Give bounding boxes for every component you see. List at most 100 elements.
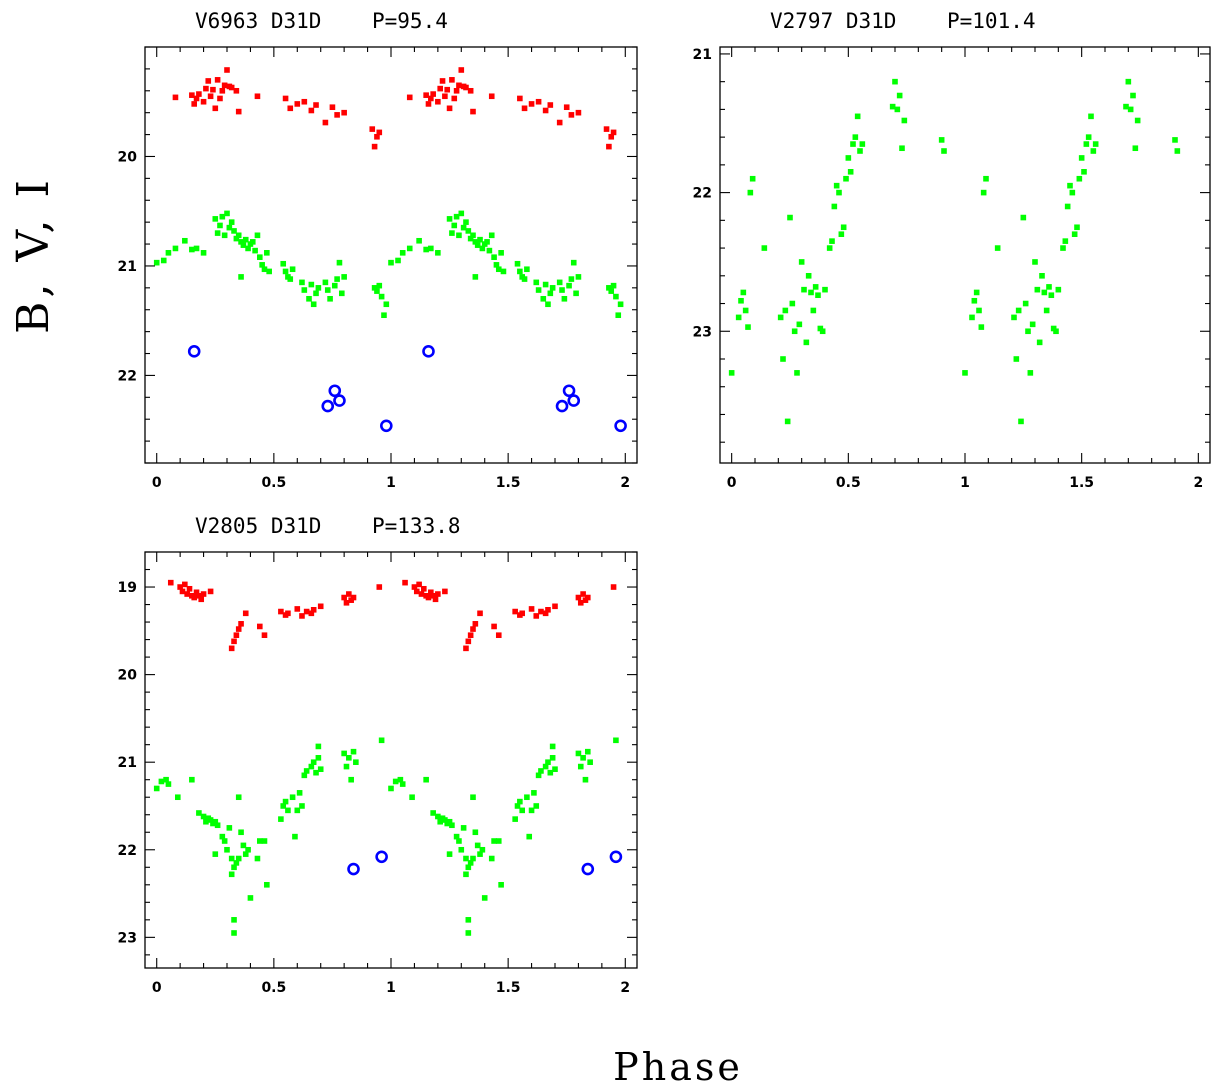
v-band-point <box>587 759 593 765</box>
v-band-point <box>491 838 497 844</box>
data-points <box>153 67 627 433</box>
v-band-point <box>789 300 796 307</box>
i-band-point <box>413 588 420 595</box>
v-band-point <box>580 755 586 761</box>
v-band-point <box>847 169 854 175</box>
v-band-point <box>339 290 345 297</box>
v-band-point <box>615 312 622 319</box>
x-tick-label: 1.5 <box>496 475 521 491</box>
i-band-point <box>282 95 289 102</box>
i-band-point <box>552 603 558 610</box>
v-band-point <box>549 285 556 291</box>
b-band-point <box>380 419 393 433</box>
y-tick-label: 22 <box>118 843 137 859</box>
v-band-point <box>310 759 317 765</box>
v-band-point <box>446 818 453 825</box>
v-band-point <box>289 794 296 801</box>
i-band-point <box>233 87 240 94</box>
axis-ticks: 0 0.5 1 1.5 2 19 20 21 22 23 <box>118 551 637 996</box>
i-band-point <box>231 638 237 645</box>
v-band-point <box>315 755 322 761</box>
v-band-point <box>838 231 845 237</box>
v-band-point <box>371 285 378 291</box>
b-band-point <box>609 850 623 864</box>
v-band-point <box>472 274 479 280</box>
i-band-point <box>444 86 451 93</box>
i-band-point <box>603 126 610 132</box>
i-band-point <box>556 119 563 126</box>
v-band-point <box>388 259 394 266</box>
v-band-point <box>212 818 219 825</box>
v-band-point <box>1029 321 1036 328</box>
v-band-point <box>836 189 842 196</box>
i-band-point <box>191 594 197 601</box>
v-band-point <box>1034 286 1041 293</box>
v-band-point <box>299 803 305 809</box>
v-band-point <box>388 785 394 792</box>
v-band-point <box>423 246 429 253</box>
v-band-point <box>1039 273 1045 279</box>
v-band-point <box>1067 182 1073 189</box>
i-band-point <box>538 608 544 615</box>
v-band-point <box>467 235 474 242</box>
v-band-point <box>517 798 523 805</box>
i-band-point <box>442 588 448 595</box>
v-band-point <box>449 230 455 236</box>
v-band-point <box>465 228 472 234</box>
v-band-point <box>794 370 800 376</box>
i-band-point <box>517 95 523 102</box>
v-band-point <box>1123 103 1129 110</box>
v-band-point <box>498 250 504 256</box>
v-band-point <box>456 232 462 239</box>
b-band-point <box>555 399 569 413</box>
i-band-point <box>313 102 319 108</box>
v-band-point <box>252 247 258 254</box>
v-band-point <box>810 307 817 314</box>
v-band-point <box>453 833 460 840</box>
i-band-point <box>458 67 465 73</box>
i-band-point <box>193 589 200 596</box>
i-band-point <box>467 632 474 638</box>
v-band-point <box>500 268 507 275</box>
v-band-point <box>854 113 861 120</box>
i-band-point <box>606 143 612 150</box>
v-band-point <box>406 245 413 252</box>
i-band-point <box>472 621 479 627</box>
v-band-point <box>257 254 263 260</box>
b-band-point <box>562 384 576 398</box>
i-band-point <box>219 87 226 94</box>
b-band-point <box>375 850 388 864</box>
v-band-point <box>257 838 263 844</box>
i-band-point <box>317 603 324 610</box>
i-band-point <box>221 82 228 89</box>
v-band-point <box>280 260 287 267</box>
v-band-point <box>175 794 181 801</box>
v-band-point <box>826 245 833 251</box>
v-band-point <box>474 842 481 849</box>
v-band-point <box>526 833 533 840</box>
i-band-point <box>423 92 429 98</box>
v-band-point <box>378 737 385 744</box>
v-band-point <box>962 370 968 376</box>
y-tick-label: 21 <box>693 47 712 63</box>
i-band-point <box>182 581 188 588</box>
i-band-point <box>428 95 434 102</box>
v-band-point <box>231 864 237 871</box>
v-band-point <box>798 259 805 265</box>
v-band-point <box>803 339 810 346</box>
y-tick-label: 23 <box>693 324 712 340</box>
plot-frame <box>144 551 638 969</box>
i-band-point <box>416 581 422 588</box>
x-tick-label: 1.5 <box>1069 475 1094 491</box>
i-band-point <box>167 579 174 586</box>
x-tick-label: 0.5 <box>836 475 861 491</box>
v-band-point <box>221 838 228 844</box>
i-band-point <box>278 608 284 615</box>
v-band-point <box>812 284 819 290</box>
v-band-point <box>308 763 315 770</box>
v-band-point <box>374 288 380 294</box>
i-band-point <box>402 579 408 586</box>
v-band-point <box>568 276 575 282</box>
v-band-point <box>348 776 354 783</box>
v-band-point <box>463 871 469 878</box>
